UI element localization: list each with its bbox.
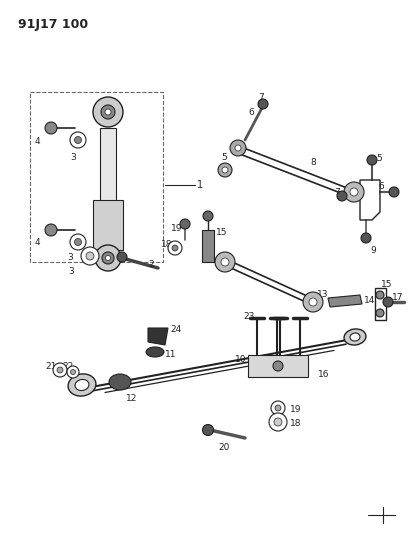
Text: 4: 4 — [35, 137, 41, 146]
Circle shape — [230, 140, 246, 156]
Circle shape — [376, 291, 384, 299]
Circle shape — [67, 366, 79, 378]
Circle shape — [235, 145, 241, 151]
Circle shape — [337, 191, 347, 201]
Text: 3: 3 — [67, 253, 73, 262]
Text: 3: 3 — [70, 153, 76, 162]
Text: 15: 15 — [216, 228, 228, 237]
Circle shape — [203, 211, 213, 221]
Circle shape — [271, 401, 285, 415]
Polygon shape — [148, 328, 168, 345]
Text: 6: 6 — [378, 182, 384, 191]
Circle shape — [45, 224, 57, 236]
Text: 21: 21 — [45, 362, 56, 371]
Text: 2: 2 — [148, 260, 154, 269]
Circle shape — [70, 234, 86, 250]
Ellipse shape — [68, 374, 96, 396]
Circle shape — [274, 418, 282, 426]
Ellipse shape — [75, 379, 89, 391]
Circle shape — [101, 105, 115, 119]
Circle shape — [222, 167, 228, 173]
Text: 20: 20 — [218, 443, 229, 452]
Circle shape — [172, 245, 178, 251]
Circle shape — [93, 97, 123, 127]
Text: 4: 4 — [35, 238, 41, 247]
Circle shape — [45, 122, 57, 134]
Text: 12: 12 — [126, 394, 137, 403]
Circle shape — [75, 238, 82, 246]
Circle shape — [303, 292, 323, 312]
Bar — [100, 128, 116, 208]
Text: 11: 11 — [165, 350, 177, 359]
Text: 5: 5 — [376, 154, 382, 163]
Circle shape — [202, 424, 213, 435]
Circle shape — [102, 252, 114, 264]
Ellipse shape — [146, 347, 164, 357]
Circle shape — [273, 361, 283, 371]
Text: 22: 22 — [62, 362, 73, 371]
Circle shape — [75, 136, 82, 143]
Text: 23: 23 — [243, 312, 254, 321]
Text: 19: 19 — [290, 405, 302, 414]
Text: 17: 17 — [392, 293, 404, 302]
Text: 8: 8 — [310, 158, 316, 167]
Circle shape — [367, 155, 377, 165]
Circle shape — [81, 247, 99, 265]
Ellipse shape — [109, 374, 131, 390]
Circle shape — [275, 405, 281, 411]
Circle shape — [57, 367, 63, 373]
Circle shape — [218, 163, 232, 177]
Text: 14: 14 — [364, 296, 375, 305]
Circle shape — [117, 252, 127, 262]
Circle shape — [269, 413, 287, 431]
Text: 18: 18 — [161, 240, 173, 249]
Circle shape — [376, 309, 384, 317]
Circle shape — [309, 298, 317, 306]
Circle shape — [215, 252, 235, 272]
Text: 15: 15 — [381, 280, 392, 289]
Text: 18: 18 — [290, 419, 302, 428]
Circle shape — [106, 255, 111, 261]
Circle shape — [389, 187, 399, 197]
Text: 9: 9 — [370, 246, 376, 255]
Circle shape — [71, 369, 75, 375]
Circle shape — [350, 188, 358, 196]
Circle shape — [105, 109, 111, 115]
Text: 13: 13 — [317, 290, 328, 299]
Circle shape — [344, 182, 364, 202]
Circle shape — [86, 252, 94, 260]
Text: 24: 24 — [170, 325, 181, 334]
Text: 91J17 100: 91J17 100 — [18, 18, 88, 31]
Ellipse shape — [344, 329, 366, 345]
Circle shape — [70, 132, 86, 148]
Text: 5: 5 — [221, 153, 227, 162]
Text: 7: 7 — [334, 188, 340, 197]
Bar — [93, 200, 123, 250]
Text: 10: 10 — [235, 355, 246, 364]
Circle shape — [258, 99, 268, 109]
Text: 6: 6 — [248, 108, 254, 117]
Polygon shape — [328, 295, 362, 307]
Circle shape — [361, 233, 371, 243]
Circle shape — [95, 245, 121, 271]
Bar — [30, 92, 163, 262]
Circle shape — [168, 241, 182, 255]
Circle shape — [180, 219, 190, 229]
Circle shape — [383, 297, 393, 307]
Text: 16: 16 — [318, 370, 330, 379]
Ellipse shape — [350, 333, 360, 341]
Text: 1: 1 — [197, 180, 203, 190]
Text: 19: 19 — [171, 224, 182, 233]
Bar — [248, 355, 308, 377]
Circle shape — [53, 363, 67, 377]
Bar — [202, 230, 214, 262]
Circle shape — [221, 258, 229, 266]
Text: 7: 7 — [258, 93, 264, 102]
Text: 3: 3 — [68, 267, 74, 276]
